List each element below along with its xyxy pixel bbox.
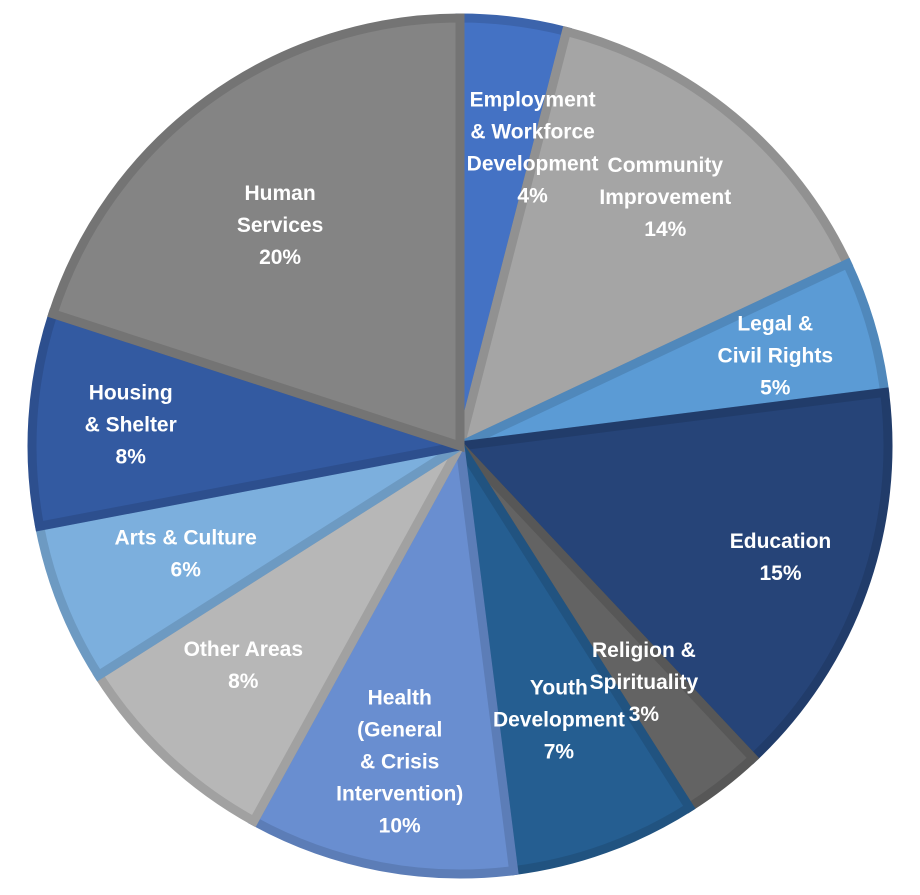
- slice-value-label: 4%: [517, 184, 548, 207]
- slice-value-label: 6%: [171, 558, 202, 581]
- slice-category-label: Spirituality: [590, 671, 699, 694]
- slice-category-label: Improvement: [599, 185, 731, 208]
- pie-slice: [247, 431, 519, 879]
- pie-slice: [47, 13, 465, 453]
- slice-label: Education 15%: [730, 529, 832, 584]
- slice-category-label: Legal &: [737, 312, 813, 335]
- slice-category-label: Civil Rights: [718, 344, 834, 367]
- slice-category-label: Arts & Culture: [115, 526, 257, 549]
- slice-category-label: Services: [237, 213, 323, 236]
- slice-value-label: 3%: [629, 703, 660, 726]
- slice-category-label: Human: [245, 181, 316, 204]
- slice-label: Arts & Culture 6%: [115, 526, 257, 581]
- slice-value-label: 5%: [760, 376, 791, 399]
- slice-category-label: Intervention): [336, 782, 463, 805]
- slice-value-label: 14%: [644, 217, 686, 240]
- slice-category-label: Housing: [89, 381, 173, 404]
- pie-slice: [453, 25, 854, 455]
- slice-category-label: & Shelter: [85, 413, 177, 436]
- slice-value-label: 7%: [544, 740, 575, 763]
- slice-value-label: 10%: [379, 814, 421, 837]
- slice-value-label: 8%: [116, 445, 147, 468]
- slice-label: Community Improvement 14%: [599, 153, 731, 240]
- slice-label: Religion & Spirituality 3%: [590, 639, 699, 726]
- pie-slice: [450, 387, 893, 765]
- slice-category-label: (General: [357, 718, 442, 741]
- slice-category-label: Other Areas: [184, 638, 303, 661]
- slice-category-label: Education: [730, 529, 832, 552]
- slice-label: Housing & Shelter 8%: [85, 381, 177, 468]
- slice-category-label: Community: [608, 153, 724, 176]
- slice-label: Other Areas 8%: [184, 638, 303, 693]
- slice-category-label: Health: [368, 686, 432, 709]
- slice-value-label: 20%: [259, 245, 301, 268]
- slice-category-label: Religion &: [592, 639, 696, 662]
- slices-layer: [27, 13, 893, 879]
- pie-slice: [27, 308, 462, 532]
- labels-layer: Employment & Workforce Development 4% Commun…: [85, 88, 833, 837]
- slice-category-label: & Workforce: [470, 120, 594, 143]
- slice-category-label: Youth: [530, 676, 588, 699]
- slice-label: Human Services 20%: [237, 181, 323, 268]
- slice-label: Employment & Workforce Development 4%: [467, 88, 599, 207]
- slice-category-label: & Crisis: [360, 750, 439, 773]
- slice-category-label: Development: [467, 152, 599, 175]
- slice-value-label: 15%: [759, 561, 801, 584]
- pie-slice: [92, 442, 464, 828]
- slice-category-label: Employment: [470, 88, 596, 111]
- pie-slice: [34, 441, 463, 682]
- slice-category-label: Development: [493, 708, 625, 731]
- slice-label: Legal & Civil Rights 5%: [718, 312, 834, 399]
- slice-label: Health (General & Crisis Intervention) 10%: [336, 686, 463, 837]
- pie-slice: [455, 443, 696, 876]
- slice-value-label: 8%: [228, 670, 259, 693]
- slice-label: Youth Development 7%: [493, 676, 625, 763]
